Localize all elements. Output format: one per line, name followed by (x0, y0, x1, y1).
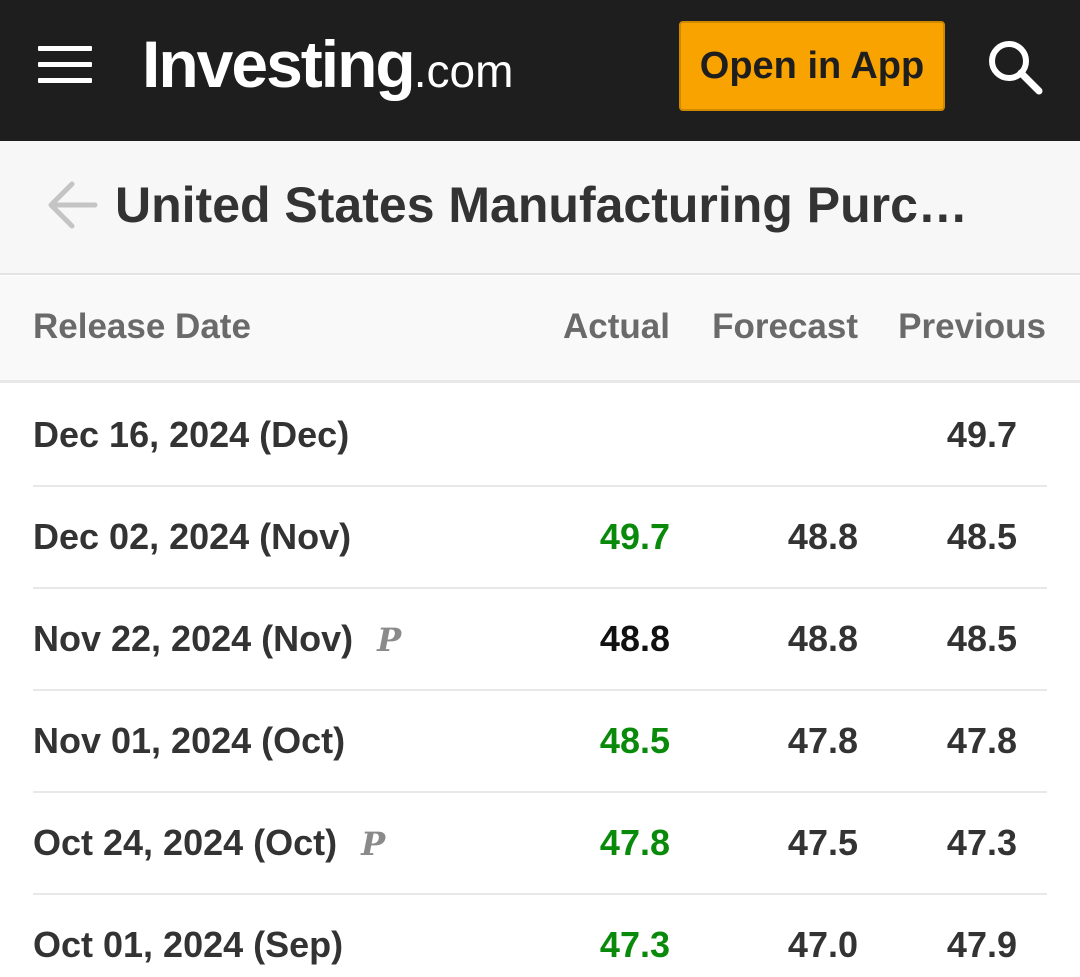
previous-value-cell: 47.3 (946, 822, 1017, 863)
column-header-previous[interactable]: Previous (898, 307, 1046, 346)
forecast-value-cell: 48.8 (787, 516, 858, 557)
row-divider (33, 791, 1047, 793)
previous-value-cell: 48.5 (946, 516, 1017, 557)
release-date-cell: Nov 22, 2024 (Nov) P (33, 615, 401, 663)
preliminary-badge: P (361, 825, 386, 863)
release-date-text: Oct 24, 2024 (Oct) (33, 822, 338, 863)
previous-value-cell: 47.9 (946, 924, 1017, 965)
release-date-cell: Dec 16, 2024 (Dec) (33, 411, 349, 459)
column-header-forecast[interactable]: Forecast (712, 307, 858, 346)
menu-line (38, 62, 92, 67)
table-row[interactable]: Oct 24, 2024 (Oct) P 47.8 47.5 47.3 (0, 793, 1080, 895)
release-date-cell: Nov 01, 2024 (Oct) (33, 717, 345, 765)
logo-wordmark: Investing (142, 27, 416, 101)
release-date-cell: Oct 01, 2024 (Sep) (33, 921, 343, 969)
previous-value-cell: 48.5 (946, 618, 1017, 659)
column-header-actual[interactable]: Actual (563, 307, 670, 346)
preliminary-badge: P (377, 621, 402, 659)
actual-value-cell: 47.8 (599, 822, 670, 863)
release-date-text: Oct 01, 2024 (Sep) (33, 924, 344, 965)
page-title-bar (0, 141, 1080, 275)
table-row[interactable]: Oct 01, 2024 (Sep) 47.3 47.0 47.9 (0, 895, 1080, 977)
investing-logo[interactable]: Investing.com (142, 24, 513, 104)
release-date-text: Nov 01, 2024 (Oct) (33, 720, 346, 761)
forecast-value-cell: 47.8 (787, 720, 858, 761)
actual-value-cell: 48.5 (599, 720, 670, 761)
back-arrow-icon[interactable] (46, 180, 98, 230)
menu-line (38, 46, 92, 51)
back-arrow-graphic (48, 181, 98, 229)
forecast-value-cell: 47.5 (787, 822, 858, 863)
search-icon-graphic (989, 41, 1043, 95)
table-header-row (0, 276, 1080, 383)
hamburger-menu-icon[interactable] (38, 46, 92, 84)
release-date-text: Dec 02, 2024 (Nov) (33, 516, 352, 557)
actual-value-cell: 47.3 (599, 924, 670, 965)
table-row[interactable]: Nov 22, 2024 (Nov) P 48.8 48.8 48.5 (0, 589, 1080, 691)
release-date-cell: Oct 24, 2024 (Oct) P (33, 819, 385, 867)
row-divider (33, 893, 1047, 895)
release-date-cell: Dec 02, 2024 (Nov) (33, 513, 351, 561)
search-icon[interactable] (986, 38, 1044, 96)
actual-value-cell: 49.7 (599, 516, 670, 557)
forecast-value-cell: 47.0 (787, 924, 858, 965)
row-divider (33, 587, 1047, 589)
page-title: United States Manufacturing Purc… (115, 177, 968, 233)
actual-value-cell: 48.8 (599, 618, 670, 659)
row-divider (33, 689, 1047, 691)
release-date-text: Dec 16, 2024 (Dec) (33, 414, 350, 455)
row-divider (33, 485, 1047, 487)
table-row[interactable]: Nov 01, 2024 (Oct) 48.5 47.8 47.8 (0, 691, 1080, 793)
menu-line (38, 78, 92, 83)
table-row[interactable]: Dec 16, 2024 (Dec) 49.7 (0, 385, 1080, 487)
column-header-release-date[interactable]: Release Date (33, 307, 251, 346)
table-row[interactable]: Dec 02, 2024 (Nov) 49.7 48.8 48.5 (0, 487, 1080, 589)
previous-value-cell: 47.8 (946, 720, 1017, 761)
logo-suffix: .com (413, 45, 514, 97)
release-date-text: Nov 22, 2024 (Nov) (33, 618, 354, 659)
forecast-value-cell: 48.8 (787, 618, 858, 659)
open-in-app-button[interactable]: Open in App (679, 21, 945, 111)
previous-value-cell: 49.7 (946, 414, 1017, 455)
